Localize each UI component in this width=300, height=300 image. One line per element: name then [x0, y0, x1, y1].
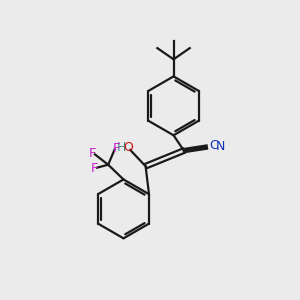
Text: H: H	[117, 141, 126, 154]
Text: F: F	[90, 162, 98, 175]
Text: F: F	[112, 142, 120, 155]
Text: F: F	[89, 147, 96, 160]
Text: C: C	[209, 140, 218, 152]
Text: O: O	[124, 141, 134, 154]
Text: N: N	[216, 140, 225, 153]
